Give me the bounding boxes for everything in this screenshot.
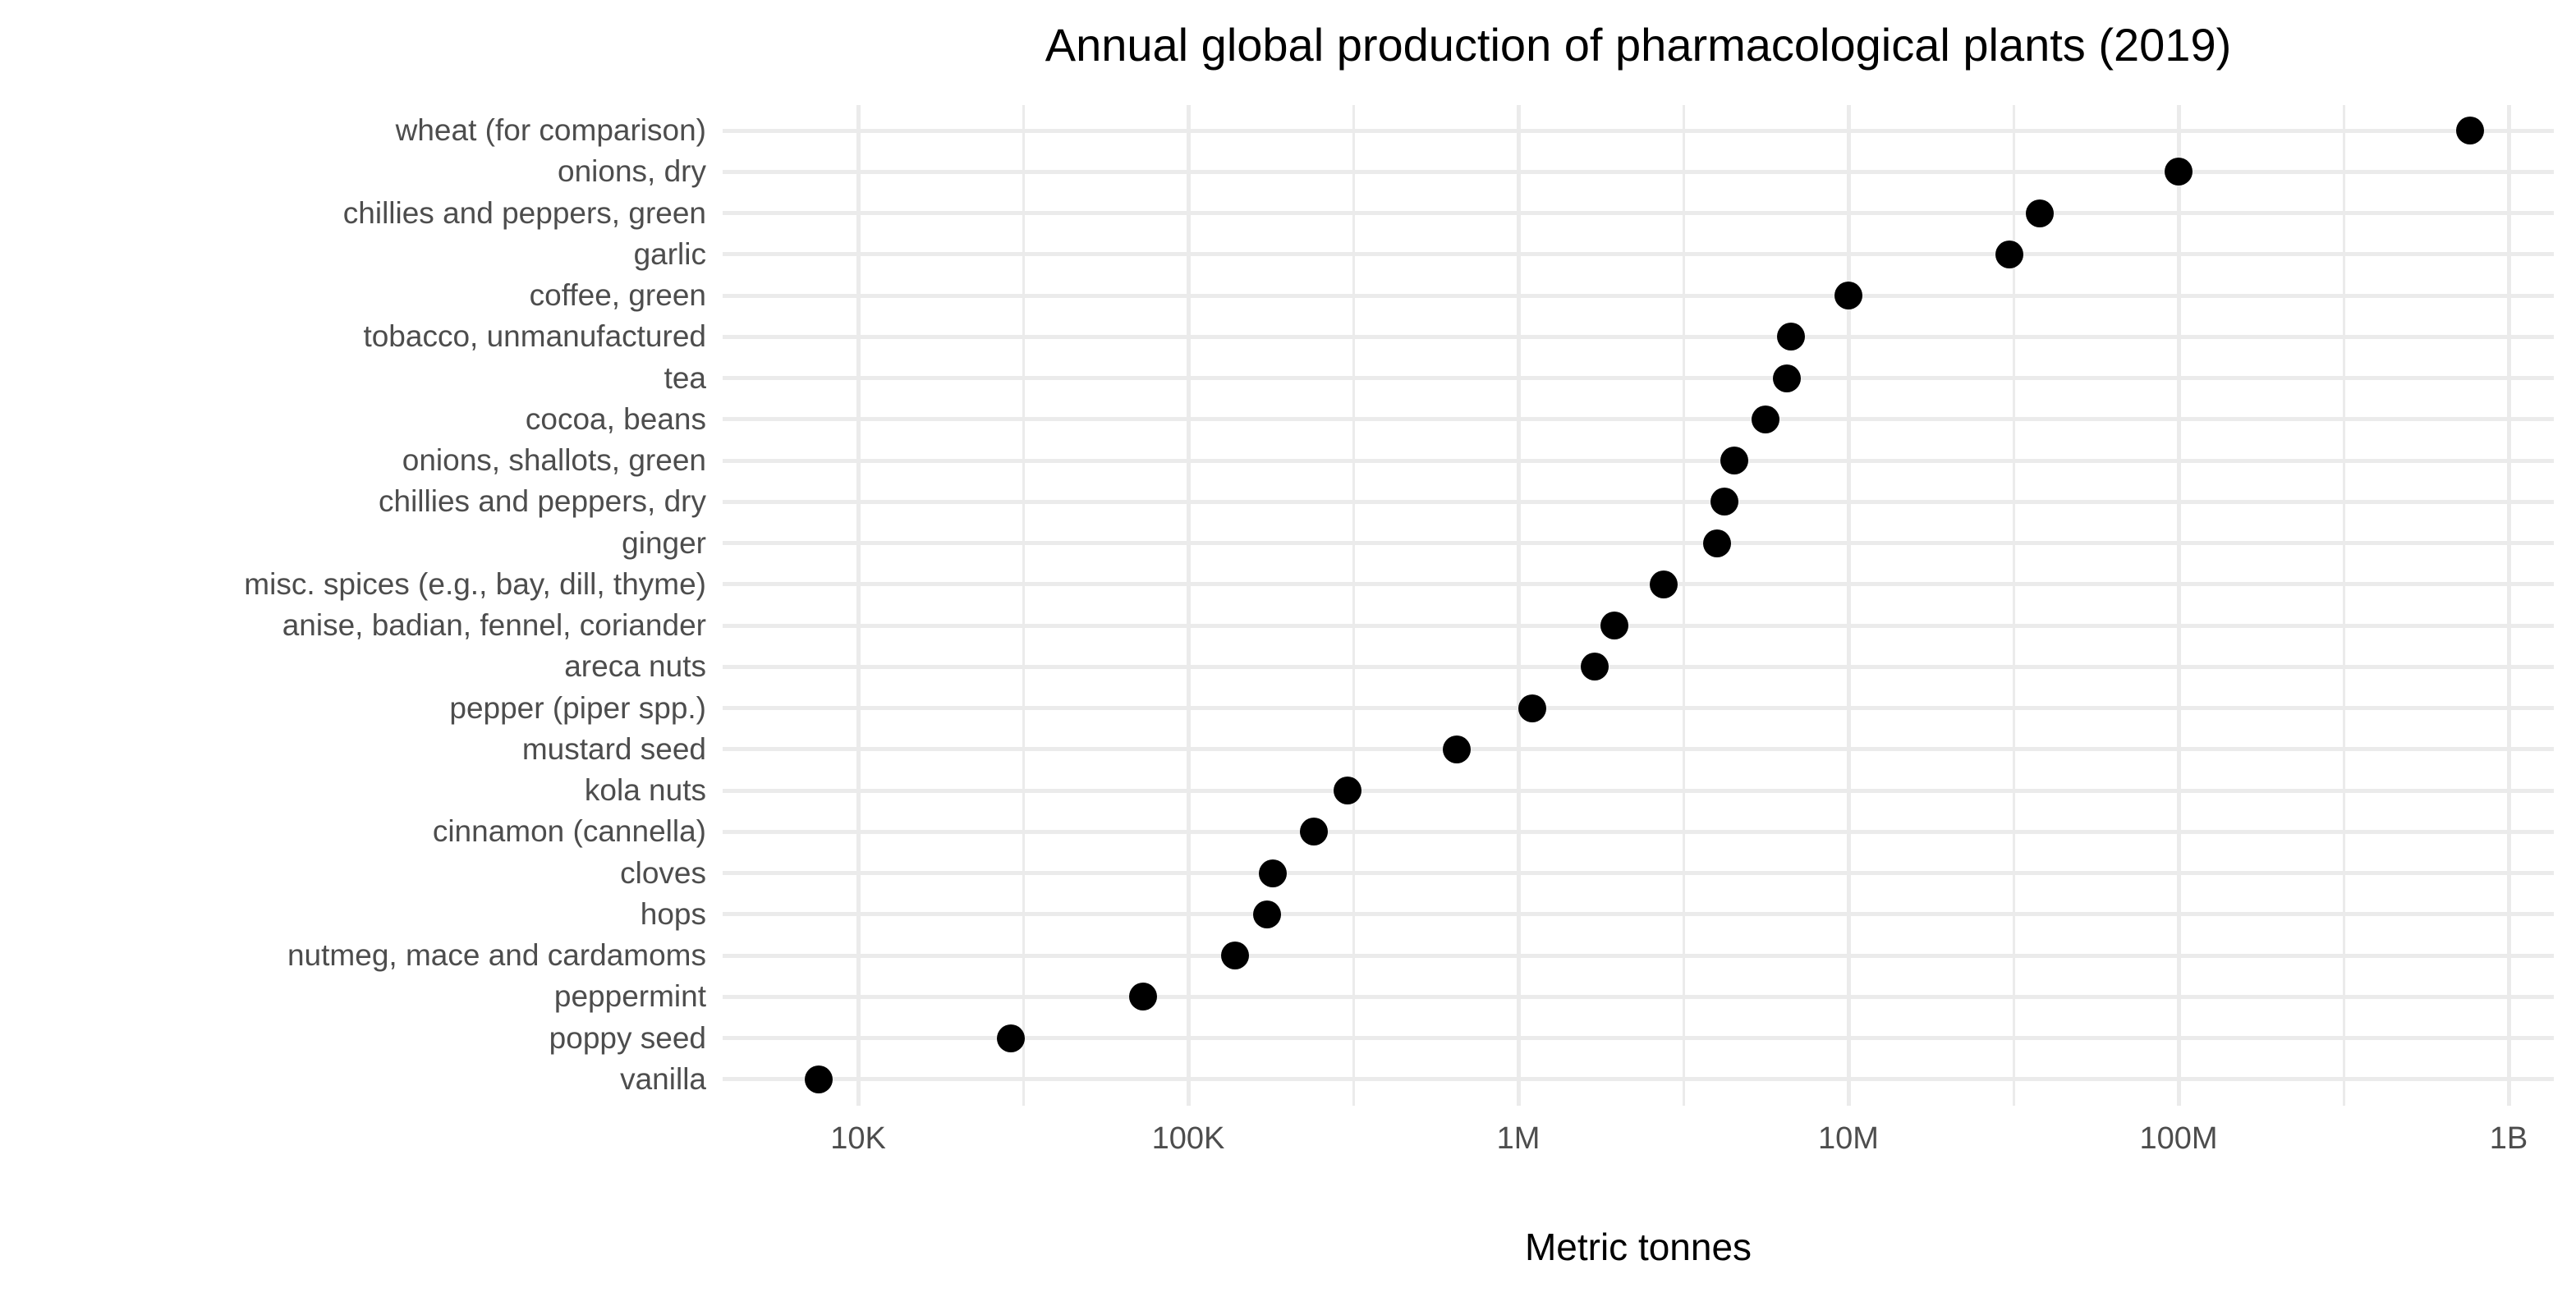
gridline-horizontal (723, 458, 2554, 463)
y-axis-label: cloves (620, 855, 706, 890)
gridline-horizontal (723, 1036, 2554, 1040)
y-axis-label: areca nuts (564, 649, 706, 684)
gridline-vertical-major (1186, 105, 1191, 1106)
gridline-vertical-minor (2342, 105, 2345, 1106)
gridline-vertical-major (856, 105, 861, 1106)
data-point (1995, 240, 2023, 268)
data-point (1580, 653, 1609, 681)
gridline-horizontal (723, 334, 2554, 339)
data-point (2456, 117, 2485, 144)
y-axis-label: anise, badian, fennel, coriander (282, 608, 706, 642)
chart-title: Annual global production of pharmacologi… (1045, 19, 2232, 71)
gridline-vertical-minor (1022, 105, 1025, 1106)
data-point (1258, 859, 1287, 887)
data-point (1777, 323, 1806, 351)
y-axis-label: poppy seed (549, 1020, 706, 1055)
gridline-vertical-minor (1682, 105, 1685, 1106)
gridline-vertical-major (1516, 105, 1521, 1106)
data-point (1772, 364, 1801, 392)
gridline-horizontal (723, 747, 2554, 752)
data-point (1751, 405, 1779, 433)
gridline-horizontal (723, 128, 2554, 133)
gridline-horizontal (723, 706, 2554, 710)
y-axis-label: vanilla (620, 1061, 706, 1096)
gridline-horizontal (723, 169, 2554, 174)
y-axis-label: wheat (for comparison) (395, 113, 706, 147)
gridline-horizontal (723, 252, 2554, 257)
gridline-horizontal (723, 788, 2554, 793)
y-axis-label: chillies and peppers, green (342, 195, 706, 230)
y-axis-label: chillies and peppers, dry (379, 484, 706, 519)
y-axis-label: cocoa, beans (525, 401, 706, 436)
data-point (805, 1065, 833, 1093)
gridline-horizontal (723, 623, 2554, 628)
gridline-vertical-minor (1352, 105, 1355, 1106)
gridline-horizontal (723, 1077, 2554, 1082)
y-axis-label: tobacco, unmanufactured (363, 319, 706, 354)
plot-panel (723, 105, 2554, 1106)
gridline-horizontal (723, 211, 2554, 215)
data-point (1129, 983, 1158, 1011)
y-axis-label: onions, dry (558, 154, 706, 189)
gridline-horizontal (723, 582, 2554, 587)
gridline-vertical-major (2176, 105, 2181, 1106)
gridline-horizontal (723, 376, 2554, 380)
gridline-horizontal (723, 541, 2554, 545)
gridline-horizontal (723, 953, 2554, 958)
data-point (1299, 818, 1328, 846)
y-axis-label: onions, shallots, green (402, 443, 706, 477)
y-axis-label: kola nuts (584, 773, 706, 807)
gridline-vertical-minor (2012, 105, 2015, 1106)
data-point (1703, 529, 1732, 557)
data-point (1600, 612, 1628, 639)
y-axis-label: nutmeg, mace and cardamoms (287, 938, 706, 972)
y-axis-label: cinnamon (cannella) (432, 814, 706, 849)
data-point (1442, 735, 1471, 763)
gridline-vertical-major (2506, 105, 2511, 1106)
x-tick-label: 10K (830, 1121, 886, 1156)
data-point (1649, 570, 1678, 598)
data-point (2026, 199, 2055, 227)
y-axis-label: pepper (piper spp.) (449, 690, 706, 725)
data-point (1221, 942, 1250, 969)
data-point (1834, 282, 1862, 309)
gridline-horizontal (723, 829, 2554, 834)
data-point (1710, 488, 1738, 516)
y-axis-label: garlic (633, 236, 706, 271)
data-point (1518, 694, 1546, 722)
gridline-horizontal (723, 664, 2554, 669)
x-tick-label: 1M (1496, 1121, 1541, 1156)
gridline-horizontal (723, 499, 2554, 504)
x-tick-label: 1B (2489, 1121, 2528, 1156)
gridline-horizontal (723, 417, 2554, 422)
data-point (996, 1024, 1025, 1052)
y-axis-label: coffee, green (529, 278, 706, 312)
gridline-horizontal (723, 293, 2554, 298)
gridline-vertical-major (1846, 105, 1851, 1106)
y-axis-label: tea (664, 360, 706, 395)
y-axis-label: mustard seed (521, 731, 706, 766)
data-point (1720, 447, 1748, 474)
y-axis-label: hops (640, 896, 706, 931)
y-axis-label: misc. spices (e.g., bay, dill, thyme) (244, 566, 706, 601)
gridline-horizontal (723, 912, 2554, 917)
data-point (1252, 900, 1281, 928)
data-point (1334, 777, 1362, 804)
x-tick-label: 10M (1818, 1121, 1879, 1156)
x-tick-label: 100K (1151, 1121, 1225, 1156)
gridline-horizontal (723, 994, 2554, 999)
y-axis-label: ginger (622, 525, 706, 560)
gridline-horizontal (723, 871, 2554, 875)
x-axis-title: Metric tonnes (1524, 1226, 1752, 1268)
y-axis-label: peppermint (553, 979, 706, 1014)
x-tick-label: 100M (2139, 1121, 2218, 1156)
data-point (2165, 158, 2193, 186)
